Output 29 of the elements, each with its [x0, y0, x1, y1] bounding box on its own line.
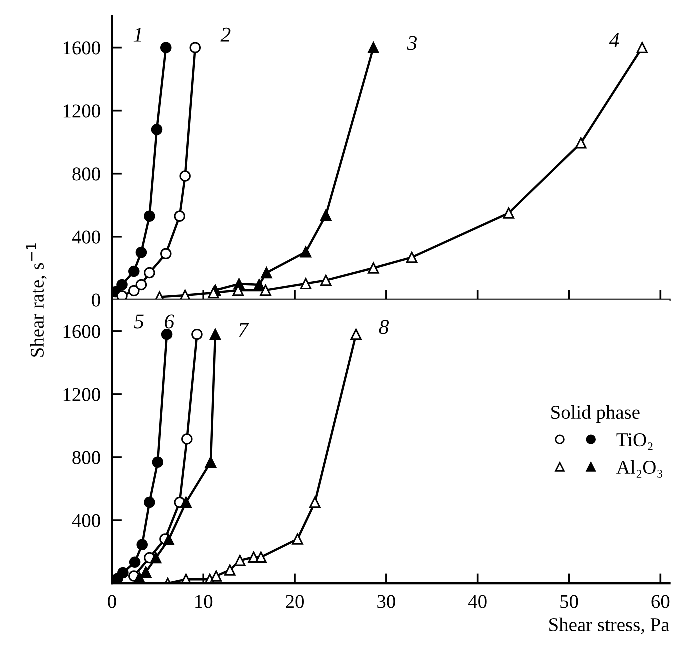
x-axis-title: Shear stress, Pa	[550, 618, 670, 634]
x-tick-label: 60	[652, 595, 670, 608]
annotation: 1	[134, 28, 142, 42]
y-tick-label: 1600	[64, 42, 100, 55]
y-tick-label: 1600	[64, 325, 100, 338]
y-tick-label: 1200	[64, 104, 100, 118]
x-tick-label: 20	[286, 595, 304, 608]
annotation: 7	[239, 323, 250, 337]
annotation: 8	[379, 320, 390, 334]
annotation: 3	[407, 36, 418, 50]
y-tick-label: 400	[72, 514, 100, 528]
x-tick-label: 30	[378, 595, 396, 608]
y-tick-label: 800	[72, 168, 100, 181]
x-tick-label: 40	[468, 595, 487, 608]
legend-label: Al₂O₃	[616, 460, 662, 478]
annotation: 4	[609, 34, 620, 48]
y-tick-label: 0	[92, 294, 100, 307]
y-tick-label: 400	[72, 230, 100, 244]
x-tick-label: 50	[560, 595, 578, 608]
annotation: 5	[134, 314, 144, 329]
y-tick-label: 1200	[64, 388, 100, 402]
legend-title: Solid phase	[552, 405, 640, 424]
x-tick-label: 10	[196, 595, 213, 608]
y-axis-title: Shear rate, s$^{−1}$	[26, 244, 47, 357]
annotation: 6	[165, 314, 175, 329]
y-tick-label: 800	[72, 451, 100, 464]
annotation: 2	[220, 28, 231, 42]
x-tick-label: 0	[108, 595, 116, 608]
legend-label: TiO₂	[616, 434, 653, 450]
